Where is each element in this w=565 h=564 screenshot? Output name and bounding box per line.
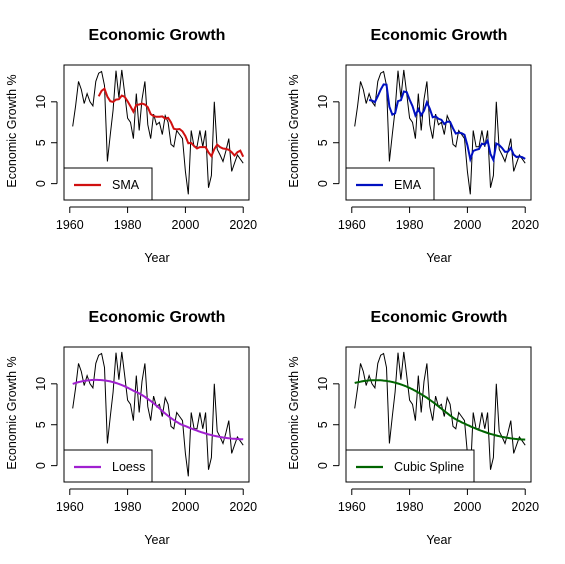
x-tick-label: 2000 bbox=[454, 500, 482, 514]
chart-title: Economic Growth bbox=[89, 309, 226, 326]
legend-label: SMA bbox=[112, 178, 140, 192]
x-axis-label: Year bbox=[426, 251, 451, 265]
raw-data-line bbox=[72, 69, 244, 195]
legend-label: Cubic Spline bbox=[394, 460, 464, 474]
y-tick-label: 10 bbox=[316, 95, 330, 109]
x-tick-label: 2000 bbox=[172, 218, 200, 232]
plot-area bbox=[63, 64, 250, 201]
y-tick-label: 10 bbox=[34, 377, 48, 391]
series-line-cubic-spline bbox=[354, 379, 526, 441]
x-tick-label: 2020 bbox=[229, 218, 257, 232]
chart-title: Economic Growth bbox=[371, 309, 508, 326]
x-axis-label: Year bbox=[144, 251, 169, 265]
x-tick-label: 1980 bbox=[114, 218, 142, 232]
chart-title: Economic Growth bbox=[89, 27, 226, 44]
y-tick-label: 0 bbox=[316, 180, 330, 187]
y-tick-label: 10 bbox=[316, 377, 330, 391]
y-tick-label: 0 bbox=[34, 180, 48, 187]
legend-label: Loess bbox=[112, 460, 145, 474]
x-tick-label: 1960 bbox=[56, 500, 84, 514]
y-tick-label: 5 bbox=[34, 139, 48, 146]
panel-cubic-spline: Economic Growth Year Economic Growth % 1… bbox=[287, 309, 539, 547]
series-line-loess bbox=[72, 378, 244, 441]
panel-loess: Economic Growth Year Economic Growth % 1… bbox=[5, 309, 257, 547]
x-tick-label: 1960 bbox=[338, 500, 366, 514]
x-tick-label: 2020 bbox=[511, 218, 539, 232]
x-axis-label: Year bbox=[426, 533, 451, 547]
y-tick-label: 5 bbox=[316, 139, 330, 146]
y-tick-label: 0 bbox=[34, 462, 48, 469]
plot-area bbox=[63, 346, 250, 483]
y-axis-label: Economic Growth % bbox=[287, 356, 301, 469]
panel-sma: Economic Growth Year Economic Growth % 1… bbox=[5, 27, 257, 265]
y-tick-label: 0 bbox=[316, 462, 330, 469]
y-tick-label: 10 bbox=[34, 95, 48, 109]
series-line-ema bbox=[368, 83, 526, 164]
chart-title: Economic Growth bbox=[371, 27, 508, 44]
x-tick-label: 1960 bbox=[56, 218, 84, 232]
raw-data-line bbox=[354, 351, 526, 477]
y-tick-label: 5 bbox=[34, 421, 48, 428]
raw-data-line bbox=[354, 69, 526, 195]
x-tick-label: 2000 bbox=[172, 500, 200, 514]
legend-label: EMA bbox=[394, 178, 422, 192]
x-tick-label: 2020 bbox=[511, 500, 539, 514]
x-tick-label: 2020 bbox=[229, 500, 257, 514]
series-line-sma bbox=[97, 87, 245, 159]
x-tick-label: 1960 bbox=[338, 218, 366, 232]
y-axis-label: Economic Growth % bbox=[5, 74, 19, 187]
y-axis-label: Economic Growth % bbox=[5, 356, 19, 469]
x-tick-label: 2000 bbox=[454, 218, 482, 232]
raw-data-line bbox=[72, 351, 244, 477]
x-tick-label: 1980 bbox=[396, 218, 424, 232]
x-tick-label: 1980 bbox=[396, 500, 424, 514]
x-axis-label: Year bbox=[144, 533, 169, 547]
x-tick-label: 1980 bbox=[114, 500, 142, 514]
plot-area bbox=[345, 64, 532, 201]
panel-ema: Economic Growth Year Economic Growth % 1… bbox=[287, 27, 539, 265]
y-axis-label: Economic Growth % bbox=[287, 74, 301, 187]
y-tick-label: 5 bbox=[316, 421, 330, 428]
